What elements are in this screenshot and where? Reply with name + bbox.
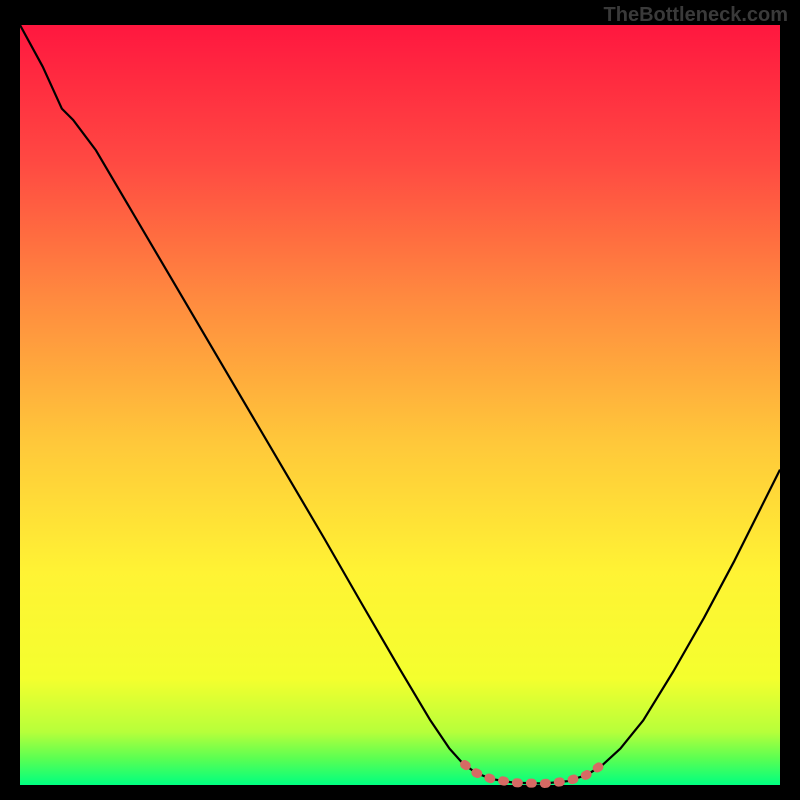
bottleneck-chart: [0, 0, 800, 800]
chart-container: TheBottleneck.com: [0, 0, 800, 800]
watermark-text: TheBottleneck.com: [604, 4, 788, 27]
